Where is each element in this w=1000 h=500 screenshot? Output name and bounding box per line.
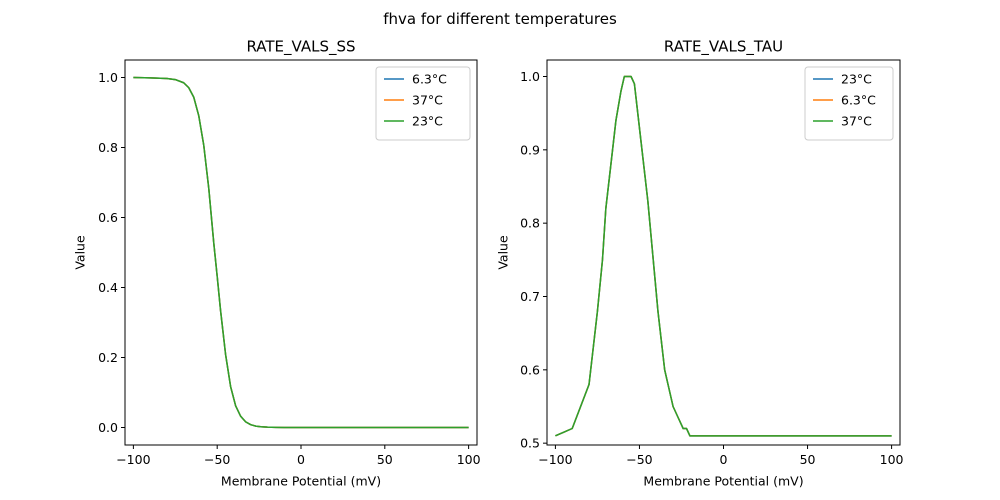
x-tick-label: −100 (116, 452, 150, 467)
legend-label: 23°C (841, 72, 872, 87)
legend-label: 37°C (412, 93, 443, 108)
x-tick-label: 0 (297, 452, 305, 467)
x-tick-label: −50 (204, 452, 230, 467)
y-tick-label: 1.0 (98, 70, 118, 85)
legend-label: 23°C (412, 114, 443, 129)
axis-ticks: −100 −50 0 50 100 0.0 0.2 0.4 0.6 0.8 1.0 (98, 70, 480, 467)
subplot-title: RATE_VALS_TAU (664, 38, 783, 57)
y-tick-label: 0.7 (520, 289, 540, 304)
y-axis-label: Value (496, 235, 511, 270)
y-tick-label: 0.9 (520, 142, 540, 157)
plot-lines (555, 75, 892, 437)
legend-label: 6.3°C (412, 72, 447, 87)
figure-title: fhva for different temperatures (383, 10, 617, 28)
x-axis-label: Membrane Potential (mV) (221, 474, 381, 489)
x-tick-label: −50 (626, 452, 652, 467)
legend: 23°C 6.3°C 37°C (804, 66, 894, 141)
subplot-rate-vals-tau: RATE_VALS_TAU −100 −50 0 50 100 0.5 0.6 0.7 0.8 0… (496, 38, 904, 489)
plot-lines (133, 76, 469, 429)
y-tick-label: 0.0 (98, 420, 118, 435)
plot-frame (546, 59, 901, 446)
legend-label: 6.3°C (841, 93, 876, 108)
x-axis-label: Membrane Potential (mV) (643, 474, 803, 489)
plot-frame (124, 59, 478, 446)
series-line-2 (555, 75, 892, 437)
legend: 6.3°C 37°C 23°C (375, 66, 471, 141)
x-tick-label: 50 (800, 452, 816, 467)
y-tick-label: 0.8 (520, 216, 540, 231)
series-line-2 (133, 76, 469, 429)
subplot-title: RATE_VALS_SS (246, 38, 355, 57)
y-tick-label: 0.2 (98, 350, 118, 365)
y-tick-label: 0.4 (98, 280, 118, 295)
y-tick-label: 0.8 (98, 140, 118, 155)
y-axis-label: Value (73, 235, 88, 270)
x-tick-label: 100 (880, 452, 904, 467)
y-tick-label: 0.6 (98, 210, 118, 225)
x-tick-label: 50 (377, 452, 393, 467)
x-tick-label: 0 (720, 452, 728, 467)
x-tick-label: −100 (538, 452, 572, 467)
axis-ticks: −100 −50 0 50 100 0.5 0.6 0.7 0.8 0.9 1.0 (520, 69, 903, 467)
legend-label: 37°C (841, 114, 872, 129)
y-tick-label: 0.5 (520, 436, 540, 451)
y-tick-label: 0.6 (520, 362, 540, 377)
subplot-rate-vals-ss: RATE_VALS_SS −100 −50 0 50 100 0.0 0.2 0.4 0.6 0.… (73, 38, 481, 489)
x-tick-label: 100 (457, 452, 481, 467)
y-tick-label: 1.0 (520, 69, 540, 84)
